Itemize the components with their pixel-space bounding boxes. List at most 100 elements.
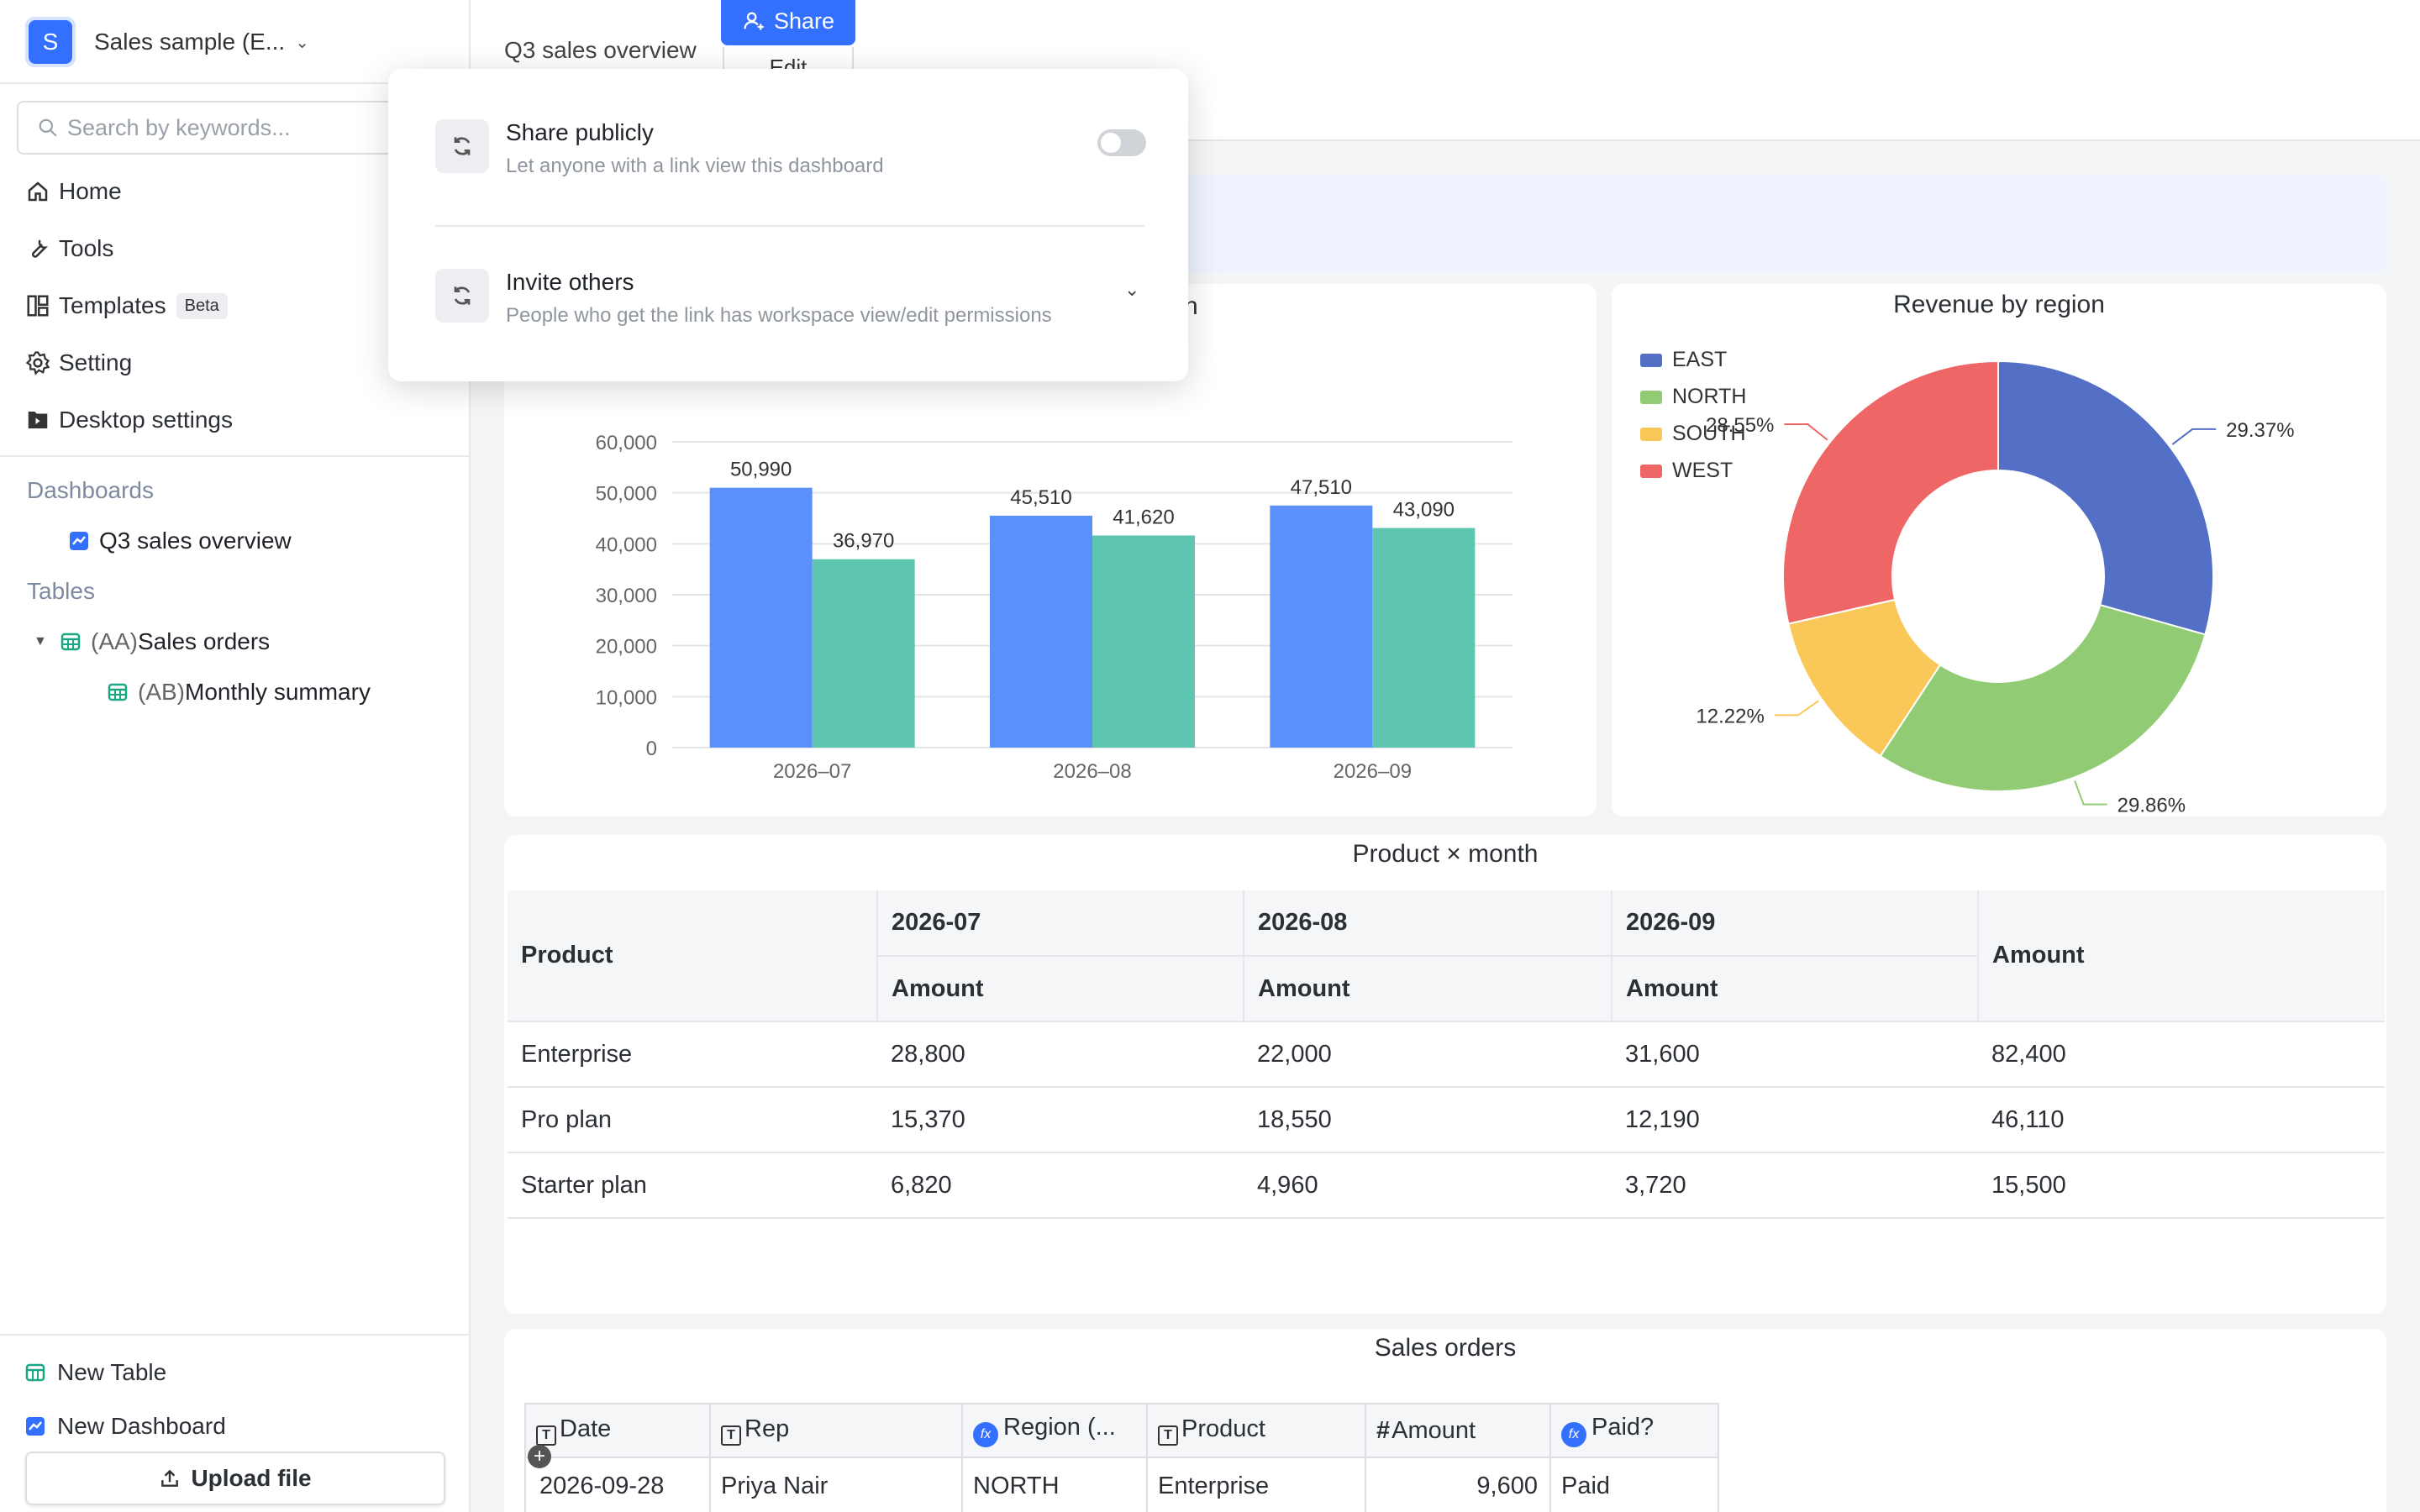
table-row[interactable]: Starter plan 6,820 4,960 3,720 15,500 xyxy=(508,1152,2385,1219)
data-label: 36,970 xyxy=(833,530,894,553)
caret-down-icon[interactable]: ▼ xyxy=(34,634,47,648)
table-icon xyxy=(108,683,128,701)
wrench-icon xyxy=(31,239,49,258)
column-label: Region (... xyxy=(1003,1414,1116,1441)
legend-item[interactable]: SOUTH xyxy=(1640,422,1746,446)
nav-desktop-settings[interactable]: Desktop settings xyxy=(25,395,445,445)
legend-swatch xyxy=(1640,464,1662,478)
legend-item[interactable]: WEST xyxy=(1640,459,1733,483)
label-leader-line xyxy=(2074,780,2107,806)
upload-icon xyxy=(161,1469,179,1487)
cell: 46,110 xyxy=(1978,1087,2385,1153)
data-label: 45,510 xyxy=(1010,486,1071,509)
data-label: 43,090 xyxy=(1393,499,1455,522)
text-field-icon: T xyxy=(1158,1425,1178,1446)
divider xyxy=(435,225,1144,227)
y-tick-label: 0 xyxy=(646,738,657,760)
cell[interactable]: 9,600 xyxy=(1365,1457,1551,1512)
legend-label: EAST xyxy=(1672,348,1728,371)
bar xyxy=(1270,505,1373,748)
share-user-icon xyxy=(744,12,764,30)
cell: 15,370 xyxy=(877,1087,1244,1153)
legend-label: NORTH xyxy=(1672,385,1747,408)
share-publicly-row[interactable]: Share publicly Let anyone with a link vi… xyxy=(435,111,1158,186)
x-tick-label: 2026–09 xyxy=(1334,760,1412,783)
tree-item-q3-sales-overview[interactable]: Q3 sales overview xyxy=(69,517,292,564)
nav-tools[interactable]: Tools xyxy=(25,223,445,274)
cell: Starter plan xyxy=(508,1152,877,1219)
cell: 28,800 xyxy=(877,1021,1244,1088)
share-button[interactable]: Share xyxy=(721,0,855,45)
table-prefix: (AB) xyxy=(138,679,185,705)
nav-setting[interactable]: Setting xyxy=(25,338,445,388)
nav-templates[interactable]: Templates Beta xyxy=(25,281,445,331)
column-header-rep[interactable]: T Rep xyxy=(709,1403,963,1458)
workspace-switcher[interactable]: S Sales sample (E... ⌄ xyxy=(25,17,309,67)
add-row-icon[interactable]: + xyxy=(528,1445,551,1468)
chart-title: Revenue by region xyxy=(1893,291,2105,318)
text-field-icon: T xyxy=(536,1425,556,1446)
new-table-label: New Table xyxy=(57,1359,167,1385)
search-icon xyxy=(39,118,57,137)
pivot-table: Product 2026-07 2026-08 2026-09 Amount A… xyxy=(508,890,2385,1219)
cell: 3,720 xyxy=(1612,1152,1978,1219)
tree-item-monthly-summary[interactable]: (AB) Monthly summary xyxy=(108,669,371,716)
new-dashboard-button[interactable]: New Dashboard xyxy=(25,1403,226,1450)
y-tick-label: 50,000 xyxy=(596,483,657,506)
share-publicly-title: Share publicly xyxy=(506,119,654,145)
legend-label: WEST xyxy=(1672,459,1733,482)
slice-label: 28.55% xyxy=(1706,414,1774,437)
column-label: Date xyxy=(560,1415,612,1442)
nav-home[interactable]: Home xyxy=(25,166,445,217)
column-header-region[interactable]: fx Region (... xyxy=(961,1403,1148,1458)
cell: 4,960 xyxy=(1244,1152,1612,1219)
tree-item-sales-orders[interactable]: ▼ (AA) Sales orders xyxy=(32,618,270,665)
bar xyxy=(1372,528,1476,748)
pie-slice xyxy=(1879,603,2207,792)
beta-badge: Beta xyxy=(176,292,228,319)
column-label: Product xyxy=(1181,1415,1265,1442)
column-header-amount[interactable]: #Amount xyxy=(1365,1403,1551,1458)
legend-swatch xyxy=(1640,390,1662,404)
chevron-down-icon[interactable]: ⌄ xyxy=(1124,279,1140,300)
y-tick-label: 40,000 xyxy=(596,533,657,556)
x-tick-label: 2026–07 xyxy=(773,760,851,783)
header-month: 2026-07 xyxy=(877,890,1244,957)
cell[interactable]: 2026-09-28 xyxy=(524,1457,711,1512)
cell[interactable]: NORTH xyxy=(961,1457,1148,1512)
header-product: Product xyxy=(508,890,878,1022)
legend-swatch xyxy=(1640,427,1662,441)
share-publicly-toggle[interactable] xyxy=(1097,129,1146,156)
pie-slice xyxy=(1782,360,1999,625)
text-field-icon: T xyxy=(721,1425,741,1446)
cell[interactable]: Priya Nair xyxy=(709,1457,963,1512)
legend-item[interactable]: NORTH xyxy=(1640,385,1746,409)
upload-label: Upload file xyxy=(191,1465,312,1491)
cell: 22,000 xyxy=(1244,1021,1612,1088)
table-row[interactable]: Pro plan 15,370 18,550 12,190 46,110 xyxy=(508,1087,2385,1153)
cell[interactable]: Paid xyxy=(1549,1457,1719,1512)
table-prefix: (AA) xyxy=(91,628,138,654)
invite-others-row[interactable]: Invite others People who get the link ha… xyxy=(435,260,1158,336)
slice-label: 12.22% xyxy=(1696,705,1764,727)
divider xyxy=(0,455,471,457)
x-tick-label: 2026–08 xyxy=(1053,760,1131,783)
workspace-avatar: S xyxy=(25,17,76,67)
search-input[interactable] xyxy=(67,114,403,141)
cell: 31,600 xyxy=(1612,1021,1978,1088)
column-header-date[interactable]: T Date + xyxy=(524,1403,711,1468)
table-row[interactable]: 2026-09-28 Priya Nair NORTH Enterprise 9… xyxy=(524,1457,1719,1512)
cell: Pro plan xyxy=(508,1087,877,1153)
new-table-button[interactable]: New Table xyxy=(25,1349,166,1396)
cell[interactable]: Enterprise xyxy=(1146,1457,1366,1512)
table-row[interactable]: Enterprise 28,800 22,000 31,600 82,400 xyxy=(508,1021,2385,1088)
nav-label: Desktop settings xyxy=(59,407,233,433)
tree-label: Q3 sales overview xyxy=(99,528,292,554)
chevron-down-icon: ⌄ xyxy=(295,33,309,52)
column-header-paid[interactable]: fx Paid? xyxy=(1549,1403,1719,1458)
gear-icon xyxy=(25,351,50,375)
upload-file-button[interactable]: Upload file xyxy=(25,1452,445,1505)
legend-item[interactable]: EAST xyxy=(1640,348,1727,372)
column-header-product[interactable]: T Product xyxy=(1146,1403,1366,1458)
formula-field-icon: fx xyxy=(973,1422,998,1447)
